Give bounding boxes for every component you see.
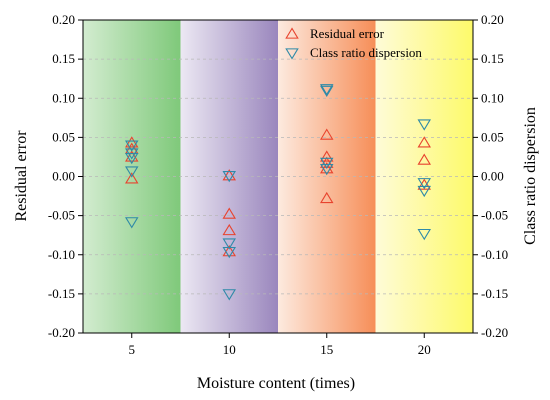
y2-tick-label: 0.00 <box>481 169 504 184</box>
y2-tick-label: -0.10 <box>481 247 508 262</box>
data-point <box>125 172 139 184</box>
data-point <box>417 178 431 190</box>
data-point <box>417 119 431 131</box>
y-tick-label: -0.05 <box>48 208 75 223</box>
data-point <box>320 150 334 162</box>
x-tick-label: 10 <box>223 342 236 357</box>
data-point <box>125 153 139 165</box>
data-point <box>320 162 334 174</box>
x-axis-title: Moisture content (times) <box>197 375 355 392</box>
y2-tick-label: -0.20 <box>481 325 508 340</box>
x-axis: 5 10 15 20 <box>129 333 431 357</box>
data-point <box>320 85 334 97</box>
data-point <box>222 207 236 219</box>
data-point <box>222 238 236 250</box>
left-axis: -0.20 -0.15 -0.10 -0.05 0.00 0.05 0.10 0.15 0.20 <box>48 12 83 340</box>
y-tick-label: 0.20 <box>52 12 75 27</box>
y2-tick-label: 0.05 <box>481 129 504 144</box>
y2-tick-label: 0.20 <box>481 12 504 27</box>
data-point <box>125 136 139 148</box>
y-axis-title: Residual error <box>13 130 30 222</box>
series-class-ratio-dispersion <box>125 84 431 301</box>
y2-tick-label: 0.10 <box>481 90 504 105</box>
data-point <box>222 223 236 236</box>
data-point <box>125 140 139 152</box>
y-tick-label: -0.15 <box>48 286 75 301</box>
data-point <box>222 289 236 301</box>
data-point <box>125 166 139 178</box>
data-point <box>320 157 334 169</box>
data-point <box>417 185 431 198</box>
legend-marker-residual-error <box>285 27 299 39</box>
right-axis: -0.20 -0.15 -0.10 -0.05 0.00 0.05 0.10 0.15 0.20 <box>473 12 508 340</box>
data-point <box>125 150 139 162</box>
data-point <box>320 84 334 96</box>
data-point <box>320 164 334 176</box>
data-point <box>125 217 139 229</box>
data-point <box>222 169 236 181</box>
x-tick-label: 5 <box>129 342 136 357</box>
legend: Residual error Class ratio dispersion <box>285 26 422 60</box>
data-point <box>222 246 236 259</box>
y2-tick-label: -0.15 <box>481 286 508 301</box>
data-point <box>417 228 431 241</box>
y-tick-label: -0.20 <box>48 325 75 340</box>
data-markers <box>125 84 431 301</box>
legend-label-residual-error: Residual error <box>310 26 385 41</box>
x-tick-label: 15 <box>320 342 333 357</box>
data-point <box>320 191 334 204</box>
y-tick-label: 0.10 <box>52 90 75 105</box>
y-tick-label: 0.00 <box>52 169 75 184</box>
y2-tick-label: -0.05 <box>481 208 508 223</box>
legend-label-class-ratio-dispersion: Class ratio dispersion <box>310 45 422 60</box>
data-point <box>417 136 431 148</box>
y-tick-label: 0.05 <box>52 129 75 144</box>
data-point <box>222 245 236 257</box>
data-point <box>417 153 431 165</box>
legend-marker-class-ratio-dispersion <box>285 48 299 60</box>
data-point <box>222 171 236 183</box>
y2-axis-title: Class ratio dispersion <box>522 107 539 245</box>
data-point <box>320 128 334 140</box>
y-tick-label: -0.10 <box>48 247 75 262</box>
x-tick-label: 20 <box>418 342 431 357</box>
y-tick-label: 0.15 <box>52 51 75 66</box>
y2-tick-label: 0.15 <box>481 51 504 66</box>
